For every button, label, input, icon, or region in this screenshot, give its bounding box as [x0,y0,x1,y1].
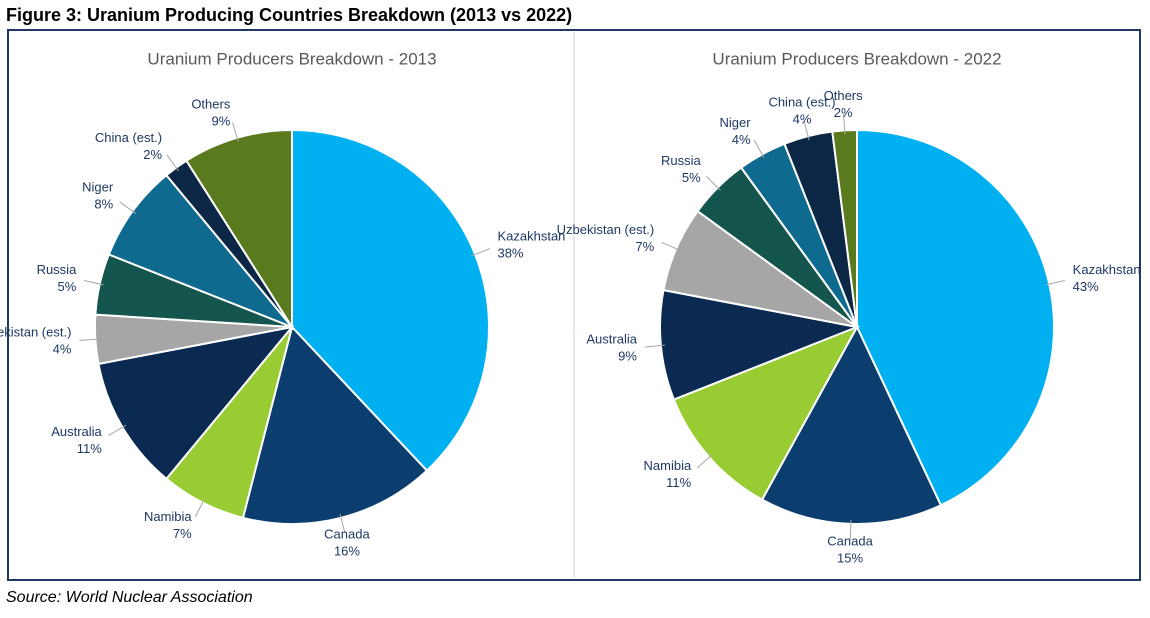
slice-label: Namibia [644,458,692,473]
leader-line [661,241,681,251]
chart-title: Uranium Producers Breakdown - 2022 [712,49,1001,68]
leader-line [753,140,765,159]
slice-label: Uzbekistan (est.) [0,324,71,339]
slice-value-label: 11% [77,441,102,456]
chart-title: Uranium Producers Breakdown - 2013 [147,49,436,68]
slice-value-label: 43% [1073,279,1099,294]
leader-line [166,154,179,172]
leader-line [471,248,491,257]
slice-label: Kazakhstan [497,228,565,243]
slice-label: Others [824,88,864,103]
slice-value-label: 7% [635,239,654,254]
slice-value-label: 38% [497,245,523,260]
leader-line [843,114,846,135]
slice-value-label: 11% [666,475,691,490]
figure-title: Figure 3: Uranium Producing Countries Br… [6,5,572,25]
slice-value-label: 4% [53,341,72,356]
slice-value-label: 9% [212,113,231,128]
slice-label: Namibia [144,509,192,524]
leader-line [79,338,100,341]
leader-line [644,344,665,348]
leader-line [108,424,127,436]
slice-label: Uzbekistan (est.) [557,222,655,237]
slice-value-label: 2% [143,147,162,162]
frame [7,29,1141,581]
leader-line [194,498,205,518]
slice-label: Australia [586,331,637,346]
leader-line [706,176,721,191]
slice-value-label: 5% [682,170,701,185]
leader-line [119,201,137,214]
leader-line [803,120,810,141]
slice-value-label: 9% [618,348,637,363]
leader-line [1045,280,1065,286]
slice-label: China (est.) [768,94,835,109]
slice-value-label: 2% [834,105,853,120]
slice-label: Russia [37,262,78,277]
slice-label: Niger [82,179,114,194]
source: Source: World Nuclear Association [6,589,253,606]
leader-line [339,513,346,534]
leader-line [696,454,713,469]
slice-value-label: 5% [58,279,77,294]
slice-label: Australia [51,424,102,439]
slice-value-label: 4% [732,132,751,147]
leader-line [849,519,852,540]
slice-label: Others [191,96,231,111]
slice-label: Canada [324,526,370,541]
slice-label: Russia [661,153,702,168]
slice-value-label: 4% [793,111,812,126]
slice-label: Niger [719,115,751,130]
leader-line [232,122,239,142]
leader-line [84,280,104,286]
slice-value-label: 15% [837,550,863,565]
slice-label: Kazakhstan [1073,262,1141,277]
slice-value-label: 7% [173,526,192,541]
slice-label: Canada [827,533,873,548]
slice-value-label: 8% [94,196,113,211]
slice-label: China (est.) [95,130,162,145]
slice-value-label: 16% [334,543,360,558]
